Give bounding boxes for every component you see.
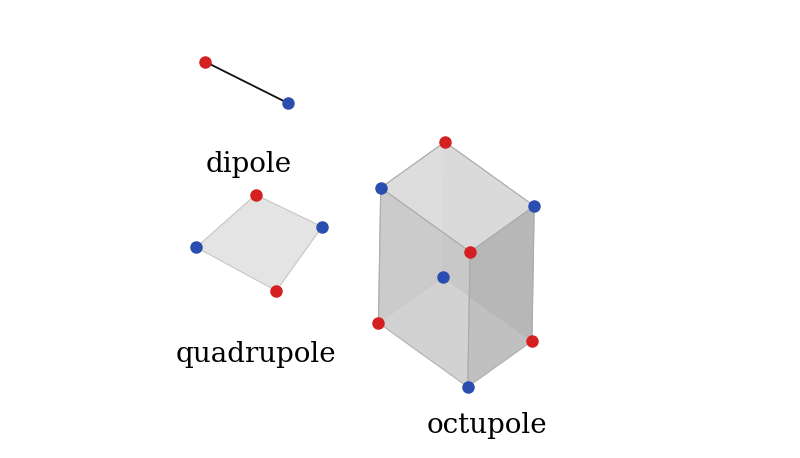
Polygon shape xyxy=(468,206,534,387)
Text: octupole: octupole xyxy=(426,412,547,439)
Text: quadrupole: quadrupole xyxy=(175,341,336,368)
Polygon shape xyxy=(196,195,322,291)
Polygon shape xyxy=(378,142,445,323)
Polygon shape xyxy=(378,188,470,387)
Text: dipole: dipole xyxy=(206,151,292,178)
Polygon shape xyxy=(381,142,534,252)
Polygon shape xyxy=(442,142,534,341)
